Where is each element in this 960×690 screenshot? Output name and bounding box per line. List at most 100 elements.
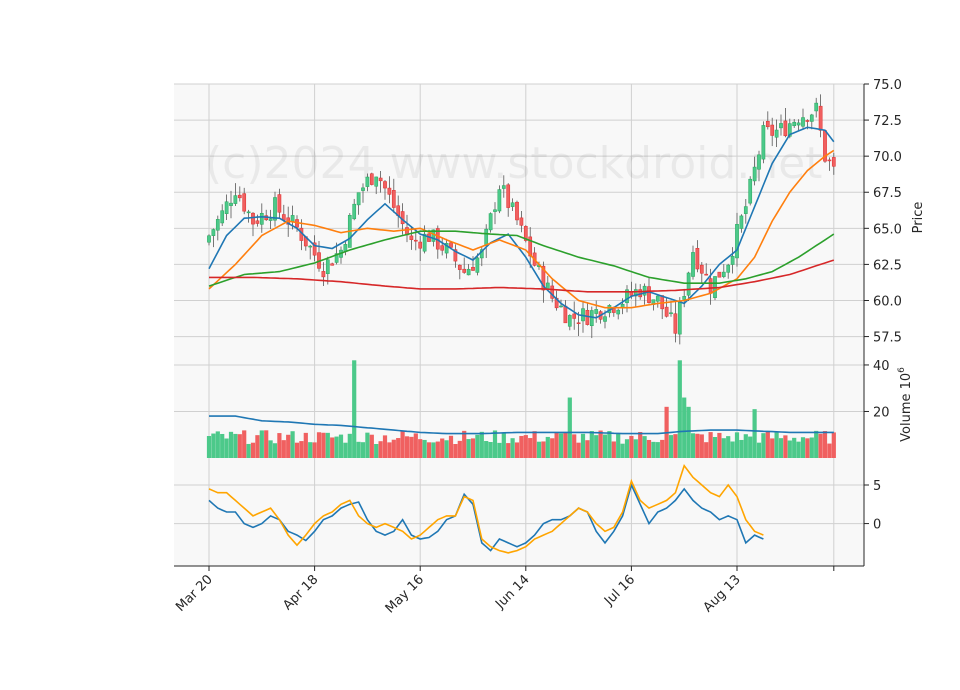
candle-body bbox=[237, 194, 242, 199]
volume-bar bbox=[787, 440, 792, 458]
volume-bar bbox=[770, 438, 775, 458]
candle-body bbox=[378, 177, 383, 182]
volume-bar bbox=[831, 432, 836, 458]
volume-bar bbox=[294, 442, 300, 458]
candle-body bbox=[229, 202, 233, 206]
candle-body bbox=[268, 218, 273, 221]
volume-bar bbox=[792, 437, 797, 458]
candle-body bbox=[334, 253, 339, 263]
candle-body bbox=[352, 203, 357, 220]
volume-bar bbox=[387, 442, 392, 458]
price-axis-tick-label: 57.5 bbox=[873, 331, 902, 346]
volume-bar bbox=[629, 435, 634, 458]
candle-body bbox=[308, 245, 313, 248]
candle-body bbox=[730, 255, 735, 265]
candle-body bbox=[774, 129, 779, 138]
volume-bar bbox=[677, 360, 682, 458]
volume-bar bbox=[426, 442, 432, 458]
candle-body bbox=[704, 273, 709, 276]
volume-bar bbox=[431, 442, 436, 458]
volume-axis-tick-label: 20 bbox=[873, 405, 890, 420]
volume-bar bbox=[796, 441, 801, 458]
candle-body bbox=[224, 201, 229, 214]
candle-body bbox=[594, 309, 599, 314]
oscillator-line-a bbox=[208, 482, 764, 552]
volume-bar bbox=[598, 430, 603, 458]
volume-bar bbox=[413, 433, 418, 458]
volume-bar bbox=[752, 409, 757, 458]
volume-bar bbox=[563, 432, 568, 458]
volume-bar bbox=[382, 435, 388, 458]
volume-bar bbox=[708, 432, 713, 458]
candle-body bbox=[365, 176, 370, 187]
volume-bar bbox=[532, 431, 537, 458]
candle-body bbox=[748, 178, 753, 204]
volume-bar bbox=[360, 442, 366, 458]
volume-bar bbox=[303, 432, 308, 458]
volume-bar bbox=[444, 440, 449, 458]
x-axis-tick-label: Jul 16 bbox=[601, 572, 638, 609]
volume-bar bbox=[805, 438, 810, 458]
candle-body bbox=[585, 309, 590, 325]
candle-body bbox=[831, 157, 836, 167]
candle-body bbox=[220, 210, 225, 224]
candle-body bbox=[726, 264, 731, 273]
volume-bar bbox=[440, 438, 445, 458]
volume-bar bbox=[761, 433, 766, 458]
price-axis-tick-label: 75.0 bbox=[873, 78, 902, 93]
volume-bar bbox=[369, 434, 374, 458]
volume-bar bbox=[717, 432, 722, 458]
volume-bar bbox=[660, 439, 665, 458]
volume-bar bbox=[756, 442, 762, 458]
price-axis-tick-label: 65.0 bbox=[873, 222, 902, 237]
volume-bar bbox=[488, 442, 493, 458]
volume-bar bbox=[726, 436, 731, 458]
candle-body bbox=[625, 289, 629, 304]
price-axis-tick-label: 60.0 bbox=[873, 294, 902, 309]
candle-body bbox=[809, 114, 814, 122]
volume-bar bbox=[409, 436, 414, 458]
volume-bar bbox=[466, 439, 471, 458]
candle-body bbox=[475, 257, 480, 273]
candle-body bbox=[387, 187, 392, 195]
volume-bar bbox=[343, 442, 348, 458]
candle-body bbox=[545, 282, 550, 290]
candle-body bbox=[506, 184, 511, 208]
volume-axis-title: Volume 106 bbox=[897, 367, 914, 442]
volume-bar bbox=[827, 443, 832, 458]
volume-bar bbox=[638, 432, 643, 458]
volume-bar bbox=[673, 434, 678, 458]
candle-body bbox=[523, 226, 528, 241]
volume-bar bbox=[624, 439, 630, 458]
volume-bar bbox=[246, 443, 251, 458]
candle-body bbox=[699, 264, 704, 274]
volume-bar bbox=[435, 441, 440, 458]
candle-body bbox=[493, 209, 497, 212]
price-panel-background bbox=[174, 84, 864, 351]
volume-bar bbox=[712, 436, 718, 458]
candle-body bbox=[770, 124, 775, 136]
volume-bar bbox=[422, 439, 427, 458]
volume-bar bbox=[523, 435, 528, 458]
candle-body bbox=[449, 242, 453, 248]
candle-body bbox=[325, 259, 330, 274]
volume-bar bbox=[550, 438, 555, 458]
volume-bar bbox=[404, 436, 410, 458]
volume-bar bbox=[809, 437, 814, 458]
volume-bar bbox=[497, 442, 502, 458]
volume-bar bbox=[224, 438, 229, 458]
candle-body bbox=[431, 229, 436, 242]
candle-body bbox=[567, 315, 572, 327]
volume-bar bbox=[814, 430, 819, 458]
volume-bar bbox=[686, 406, 691, 458]
candle-body bbox=[391, 190, 396, 208]
candle-body bbox=[572, 313, 577, 319]
candle-body bbox=[215, 219, 220, 231]
volume-bar bbox=[338, 434, 344, 458]
watermark: (c)2024 www.stockdroid.net bbox=[205, 138, 822, 189]
candle-body bbox=[792, 121, 797, 126]
candle-body bbox=[356, 192, 361, 206]
candle-body bbox=[757, 154, 761, 170]
candle-body bbox=[321, 271, 326, 278]
volume-bar bbox=[308, 442, 313, 458]
